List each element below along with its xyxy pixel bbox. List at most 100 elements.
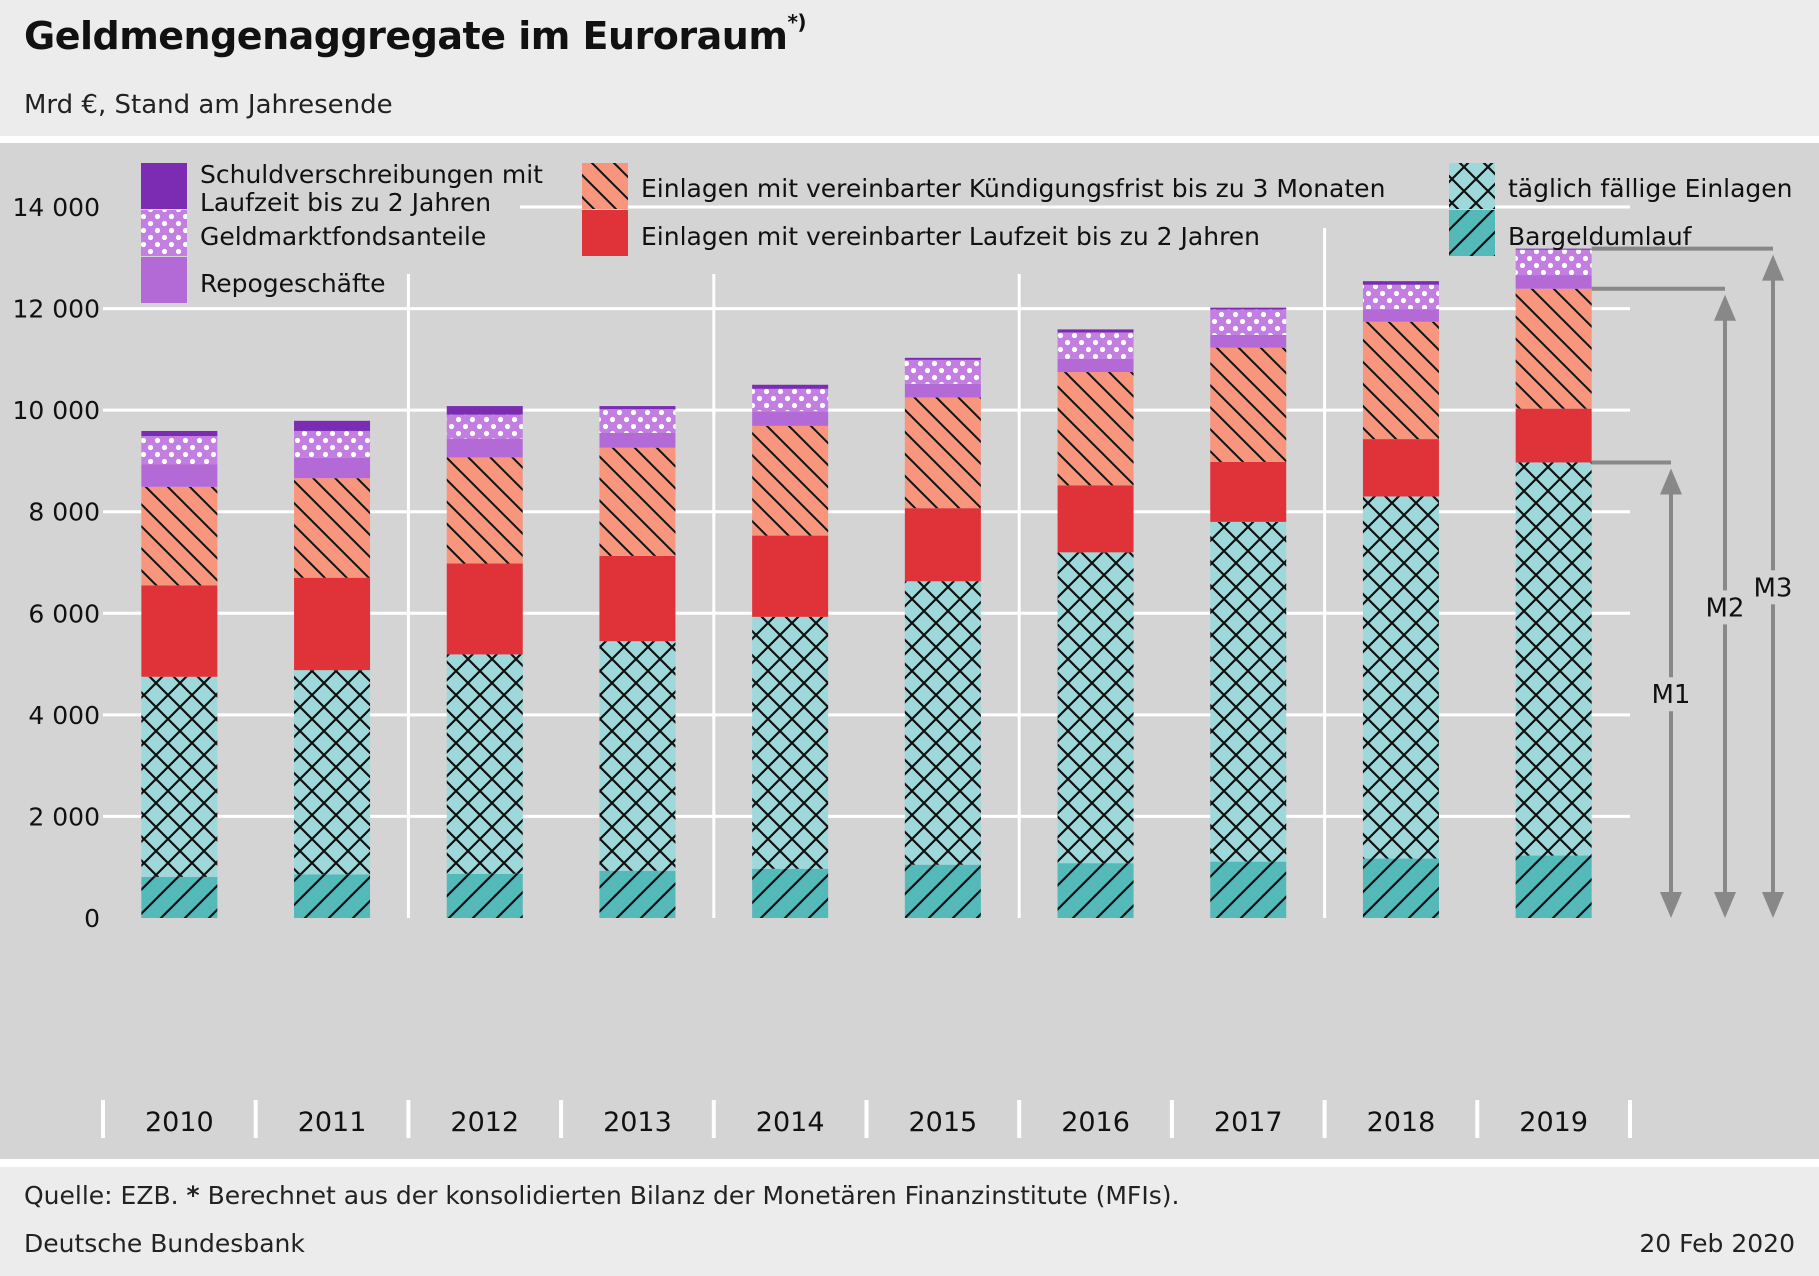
legend-label-kuend: Einlagen mit vereinbarter Kündigungsfris…: [641, 174, 1385, 203]
bar-schuld-2017: [1210, 307, 1287, 310]
bar-taeglich-2010: [141, 676, 218, 877]
bar-schuld-2019: [1515, 248, 1592, 250]
bar-kuend-2014: [752, 425, 829, 536]
source-note: Quelle: EZB. * Berechnet aus der konsoli…: [24, 1181, 1179, 1210]
footer: Quelle: EZB. * Berechnet aus der konsoli…: [0, 1167, 1819, 1276]
x-tick-label: 2012: [450, 1107, 519, 1138]
bar-bargeld-2012: [446, 873, 523, 918]
bar-bargeld-2013: [599, 870, 676, 918]
bar-taeglich-2013: [599, 641, 676, 871]
bar-bargeld-2017: [1210, 861, 1287, 918]
x-tick-label: 2014: [756, 1107, 825, 1138]
bar-schuld-2011: [294, 420, 371, 431]
legend-swatch-bargeld: [1449, 210, 1495, 256]
bar-laufzeit-2013: [599, 555, 676, 642]
legend-label-geldmarkt: Geldmarktfondsanteile: [200, 222, 486, 251]
bar-schuld-2018: [1362, 281, 1439, 285]
bar-repo-2019: [1515, 275, 1592, 289]
legend-swatch-geldmarkt: [141, 210, 187, 256]
bar-repo-2012: [446, 438, 523, 458]
bar-laufzeit-2011: [294, 577, 371, 671]
bar-kuend-2010: [141, 486, 218, 586]
y-tick-label: 8 000: [28, 498, 100, 527]
x-tick-label: 2011: [298, 1107, 367, 1138]
bar-repo-2013: [599, 432, 676, 448]
bars: [141, 248, 1592, 918]
bar-geldmarkt-2013: [599, 409, 676, 433]
title-text: Geldmengenaggregate im Euroraum: [24, 14, 788, 58]
bar-repo-2011: [294, 457, 371, 479]
arrowhead-down-icon: [1714, 892, 1736, 918]
x-tick-label: 2019: [1519, 1107, 1588, 1138]
chart-title: Geldmengenaggregate im Euroraum*): [24, 10, 807, 58]
bar-kuend-2013: [599, 447, 676, 556]
aggregate-annotations: M1 M2 M3: [1591, 246, 1799, 918]
bar-bargeld-2015: [904, 864, 981, 918]
bar-bargeld-2019: [1515, 855, 1592, 918]
legend-label-repo: Repogeschäfte: [200, 269, 386, 298]
bar-taeglich-2018: [1362, 496, 1439, 859]
x-tick-label: 2010: [145, 1107, 214, 1138]
annotation-label-m2: M2: [1706, 593, 1745, 623]
x-tick-label: 2016: [1061, 1107, 1130, 1138]
bar-taeglich-2015: [904, 581, 981, 865]
annotation-label-bg: [1747, 570, 1799, 605]
legend-label-schuld-line2: Laufzeit bis zu 2 Jahren: [200, 188, 491, 217]
legend-swatch-laufzeit: [582, 210, 628, 256]
chart-subtitle: Mrd €, Stand am Jahresende: [24, 90, 393, 120]
chart-panel: 0 2 000 4 000 6 000 8 000 10 000 12 000 14 000 2…: [0, 143, 1819, 1159]
annotation-label-m3: M3: [1754, 573, 1793, 603]
bar-kuend-2011: [294, 478, 371, 578]
bar-laufzeit-2017: [1210, 461, 1287, 522]
bar-geldmarkt-2019: [1515, 249, 1592, 276]
legend-label-bargeld: Bargeldumlauf: [1508, 222, 1693, 251]
chart-svg: 0 2 000 4 000 6 000 8 000 10 000 12 000 14 000 2…: [13, 160, 1799, 1138]
bar-bargeld-2010: [141, 876, 218, 918]
bar-repo-2014: [752, 411, 829, 426]
bar-taeglich-2011: [294, 670, 371, 875]
bar-repo-2015: [904, 383, 981, 398]
bar-geldmarkt-2017: [1210, 309, 1287, 335]
source-footnote-star: *: [186, 1181, 200, 1210]
legend-swatch-taeglich: [1449, 163, 1495, 209]
bar-kuend-2017: [1210, 347, 1287, 462]
header: Geldmengenaggregate im Euroraum*) Mrd €,…: [0, 0, 1819, 136]
bar-kuend-2015: [904, 397, 981, 509]
bar-geldmarkt-2012: [446, 414, 523, 439]
y-tick-label: 2 000: [28, 802, 100, 831]
bar-laufzeit-2019: [1515, 408, 1592, 463]
bar-laufzeit-2016: [1057, 485, 1134, 553]
bar-taeglich-2012: [446, 654, 523, 874]
x-tick-label: 2018: [1367, 1107, 1436, 1138]
legend-swatch-repo: [141, 257, 187, 303]
arrowhead-down-icon: [1660, 892, 1682, 918]
y-tick-label: 6 000: [28, 599, 100, 628]
source-text: Berechnet aus der konsolidierten Bilanz …: [207, 1181, 1180, 1210]
axes: 0 2 000 4 000 6 000 8 000 10 000 12 000 14 000 2…: [13, 193, 1632, 1138]
bar-laufzeit-2018: [1362, 439, 1439, 497]
bar-bargeld-2014: [752, 868, 829, 918]
bar-schuld-2010: [141, 430, 218, 437]
bar-geldmarkt-2015: [904, 359, 981, 384]
bar-schuld-2016: [1057, 329, 1134, 333]
bar-bargeld-2011: [294, 874, 371, 918]
legend-label-laufzeit: Einlagen mit vereinbarter Laufzeit bis z…: [641, 222, 1260, 251]
bar-laufzeit-2015: [904, 508, 981, 582]
bar-geldmarkt-2014: [752, 388, 829, 412]
arrowhead-up-icon: [1762, 254, 1784, 281]
bar-bargeld-2018: [1362, 858, 1439, 918]
bar-schuld-2012: [446, 406, 523, 415]
y-tick-label: 10 000: [13, 396, 100, 425]
bar-schuld-2014: [752, 384, 829, 389]
y-tick-label: 14 000: [13, 193, 100, 222]
bar-kuend-2019: [1515, 288, 1592, 409]
legend-label-schuld-line1: Schuldverschreibungen mit: [200, 160, 543, 189]
annotation-label-bg: [1645, 677, 1697, 712]
bar-schuld-2013: [599, 406, 676, 410]
x-tick-label: 2017: [1214, 1107, 1283, 1138]
bar-kuend-2016: [1057, 372, 1134, 486]
bar-taeglich-2014: [752, 616, 829, 869]
bar-taeglich-2016: [1057, 552, 1134, 864]
arrowhead-up-icon: [1660, 468, 1682, 495]
